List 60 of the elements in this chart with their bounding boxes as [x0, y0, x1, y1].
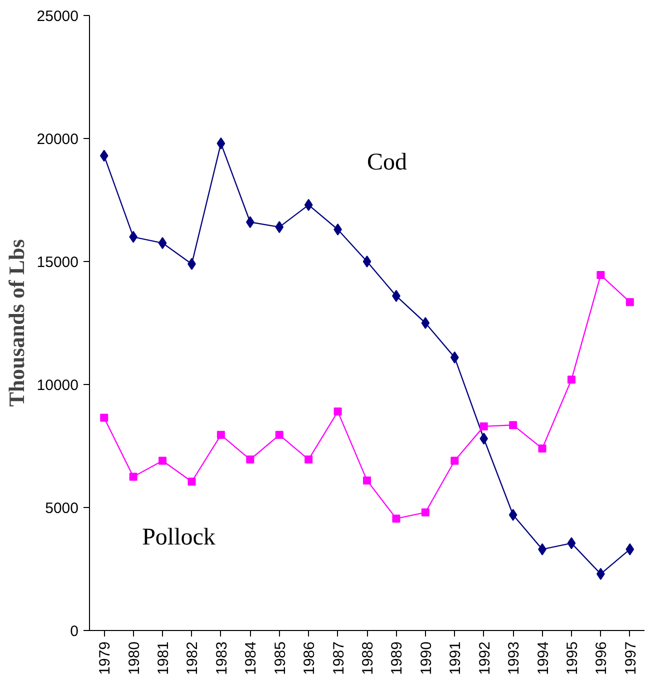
point: [567, 376, 576, 384]
point: [275, 430, 284, 439]
x-tick-label: 1982: [184, 641, 202, 675]
x-tick-label: 1989: [388, 641, 406, 675]
y-tick-label: 5000: [45, 500, 79, 517]
y-tick-label: 25000: [36, 8, 79, 25]
point: [304, 456, 313, 464]
point: [450, 351, 459, 364]
y-tick-label: 10000: [36, 377, 79, 394]
x-tick-label: 1983: [213, 641, 230, 675]
point: [363, 476, 371, 484]
point: [158, 456, 167, 465]
x-tick-label: 1990: [418, 641, 435, 675]
point: [188, 478, 196, 486]
x-tick-label: 1991: [447, 641, 464, 675]
point: [216, 137, 226, 150]
point: [158, 237, 167, 250]
point: [480, 422, 488, 430]
series-label: Pollock: [142, 524, 216, 551]
point: [100, 150, 108, 162]
x-tick-label: 1997: [622, 641, 640, 675]
x-tick-label: 1994: [534, 641, 552, 675]
point: [392, 514, 400, 523]
point: [567, 537, 576, 550]
x-tick-label: 1993: [506, 641, 523, 675]
point: [362, 256, 372, 268]
point: [480, 432, 488, 445]
text: Cod: [367, 149, 408, 176]
x-tick-label: 1988: [360, 641, 376, 675]
y-tick-label: 0: [70, 623, 78, 640]
point: [508, 508, 518, 521]
point: [246, 456, 254, 464]
point: [304, 198, 313, 211]
point: [216, 430, 225, 439]
point: [100, 414, 108, 422]
point: [626, 298, 634, 306]
point: [596, 271, 605, 280]
point: [129, 472, 138, 481]
point: [421, 508, 430, 516]
y-axis-title: Thousands of Lbs: [4, 238, 29, 407]
point: [509, 421, 518, 430]
point: [275, 221, 284, 234]
x-tick-label: 1984: [242, 641, 260, 675]
x-tick-label: 1992: [476, 641, 494, 675]
x-tick-label: 1979: [96, 641, 114, 675]
point: [626, 543, 634, 556]
y-tick-label: 20000: [36, 131, 79, 148]
point: [538, 444, 546, 452]
x-tick-label: 1996: [593, 641, 610, 675]
x-tick-label: 1980: [126, 641, 143, 675]
x-tick-label: 1985: [272, 641, 289, 675]
x-tick-label: 1995: [564, 641, 581, 675]
y-tick-label: 15000: [36, 254, 79, 271]
point: [450, 456, 459, 465]
point: [334, 408, 342, 416]
x-tick-label: 1981: [155, 641, 172, 675]
x-tick-label: 1986: [301, 641, 318, 675]
point: [421, 317, 430, 329]
x-tick-label: 1987: [330, 641, 348, 675]
point: [246, 216, 254, 228]
